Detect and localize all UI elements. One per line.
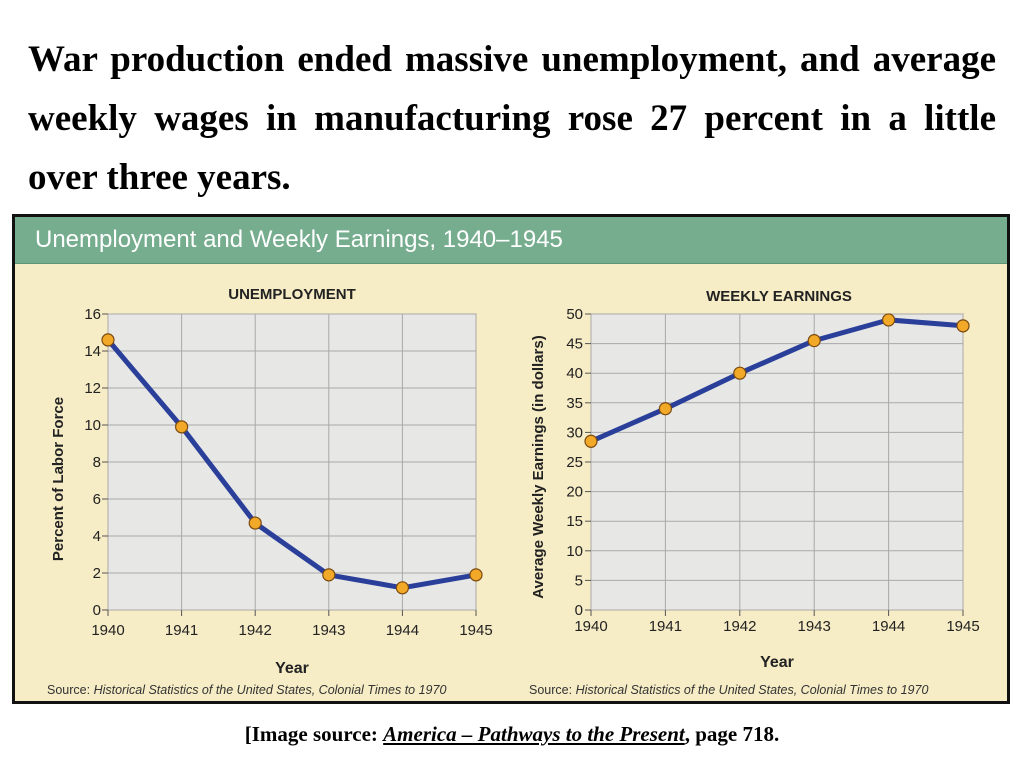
unemployment-source: Source: Historical Statistics of the Uni… [47,683,446,697]
unemployment-point-1945 [469,568,483,582]
earnings-x-tick-label: 1943 [798,618,831,635]
caption-suffix: , page 718. [684,722,780,746]
unemployment-source-label: Source: [47,683,91,697]
unemployment-y-tick-label: 0 [93,602,101,619]
unemployment-y-tick-label: 10 [84,417,101,434]
headline: War production ended massive unemploymen… [28,39,996,198]
unemployment-x-tick-label: 1942 [239,622,272,639]
unemployment-y-ticks: 0 2 4 6 8 10 12 14 16 [84,306,108,619]
earnings-source-text: Historical Statistics of the United Stat… [575,683,929,697]
unemployment-x-tick-label: 1944 [386,622,419,639]
unemployment-point-1941 [175,420,189,434]
caption-book-title[interactable]: America – Pathways to the Present [383,722,685,746]
unemployment-y-tick-label: 8 [93,454,101,471]
panel-title-band: Unemployment and Weekly Earnings, 1940–1… [15,217,1007,264]
earnings-y-tick-label: 0 [575,602,583,619]
earnings-y-tick-label: 15 [566,513,583,530]
unemployment-y-label: Percent of Labor Force [50,397,67,561]
earnings-grid [590,313,964,611]
earnings-x-tick-label: 1940 [574,618,607,635]
earnings-points [584,313,970,448]
earnings-y-tick-label: 30 [566,424,583,441]
chart-panel: Unemployment and Weekly Earnings, 1940–1… [12,214,1010,704]
unemployment-line [105,337,479,591]
unemployment-x-tick-label: 1943 [312,622,345,639]
panel-title: Unemployment and Weekly Earnings, 1940–1… [35,226,563,253]
unemployment-point-1940 [101,333,115,347]
earnings-y-label: Average Weekly Earnings (in dollars) [530,335,547,598]
caption-prefix: [Image source: [244,722,384,746]
earnings-point-1940 [584,434,598,448]
unemployment-point-1943 [322,568,336,582]
unemployment-grid [107,313,477,611]
unemployment-y-tick-label: 12 [84,380,101,397]
earnings-y-tick-label: 50 [566,306,583,323]
unemployment-y-tick-label: 4 [93,528,101,545]
earnings-source-label: Source: [529,683,573,697]
earnings-y-tick-label: 35 [566,395,583,412]
earnings-x-tick-label: 1944 [872,618,905,635]
earnings-y-tick-label: 20 [566,484,583,501]
unemployment-x-label: Year [275,660,309,677]
unemployment-y-tick-label: 16 [84,306,101,323]
earnings-y-tick-label: 40 [566,365,583,382]
earnings-x-tick-label: 1945 [946,618,979,635]
earnings-x-label: Year [760,654,794,671]
earnings-point-1944 [881,313,896,327]
unemployment-x-tick-label: 1941 [165,622,198,639]
unemployment-point-1942 [248,516,262,530]
unemployment-y-tick-label: 2 [93,565,101,582]
unemployment-points [101,333,483,595]
unemployment-y-tick-label: 6 [93,491,101,508]
image-caption: [Image source: America – Pathways to the… [0,722,1024,747]
earnings-point-1942 [733,366,747,380]
earnings-x-tick-label: 1941 [649,618,682,635]
earnings-point-1943 [807,334,821,348]
unemployment-x-tick-label: 1945 [459,622,492,639]
earnings-line [588,317,966,444]
earnings-y-tick-label: 5 [575,572,583,589]
charts-svg: 0 2 4 6 8 10 12 14 16 1940 1941 1942 1943 1944 1945 U… [50,286,980,677]
unemployment-y-tick-label: 14 [84,343,101,360]
unemployment-title: UNEMPLOYMENT [228,286,356,303]
earnings-x-tick-label: 1942 [723,618,756,635]
earnings-point-1945 [956,319,970,333]
unemployment-chart: 0 2 4 6 8 10 12 14 16 1940 1941 1942 1943 1944 1945 U… [50,286,493,677]
unemployment-x-tick-label: 1940 [91,622,124,639]
earnings-y-ticks: 0 5 10 15 20 25 30 35 40 45 50 [566,306,591,619]
earnings-y-tick-label: 10 [566,543,583,560]
earnings-source: Source: Historical Statistics of the Uni… [529,683,928,697]
unemployment-source-text: Historical Statistics of the United Stat… [93,683,447,697]
earnings-y-tick-label: 25 [566,454,583,471]
earnings-x-ticks: 1940 1941 1942 1943 1944 1945 [574,610,980,635]
unemployment-point-1944 [395,581,409,595]
earnings-point-1941 [658,402,673,416]
earnings-y-tick-label: 45 [566,336,583,353]
earnings-title: WEEKLY EARNINGS [706,288,852,305]
unemployment-x-ticks: 1940 1941 1942 1943 1944 1945 [91,610,493,639]
